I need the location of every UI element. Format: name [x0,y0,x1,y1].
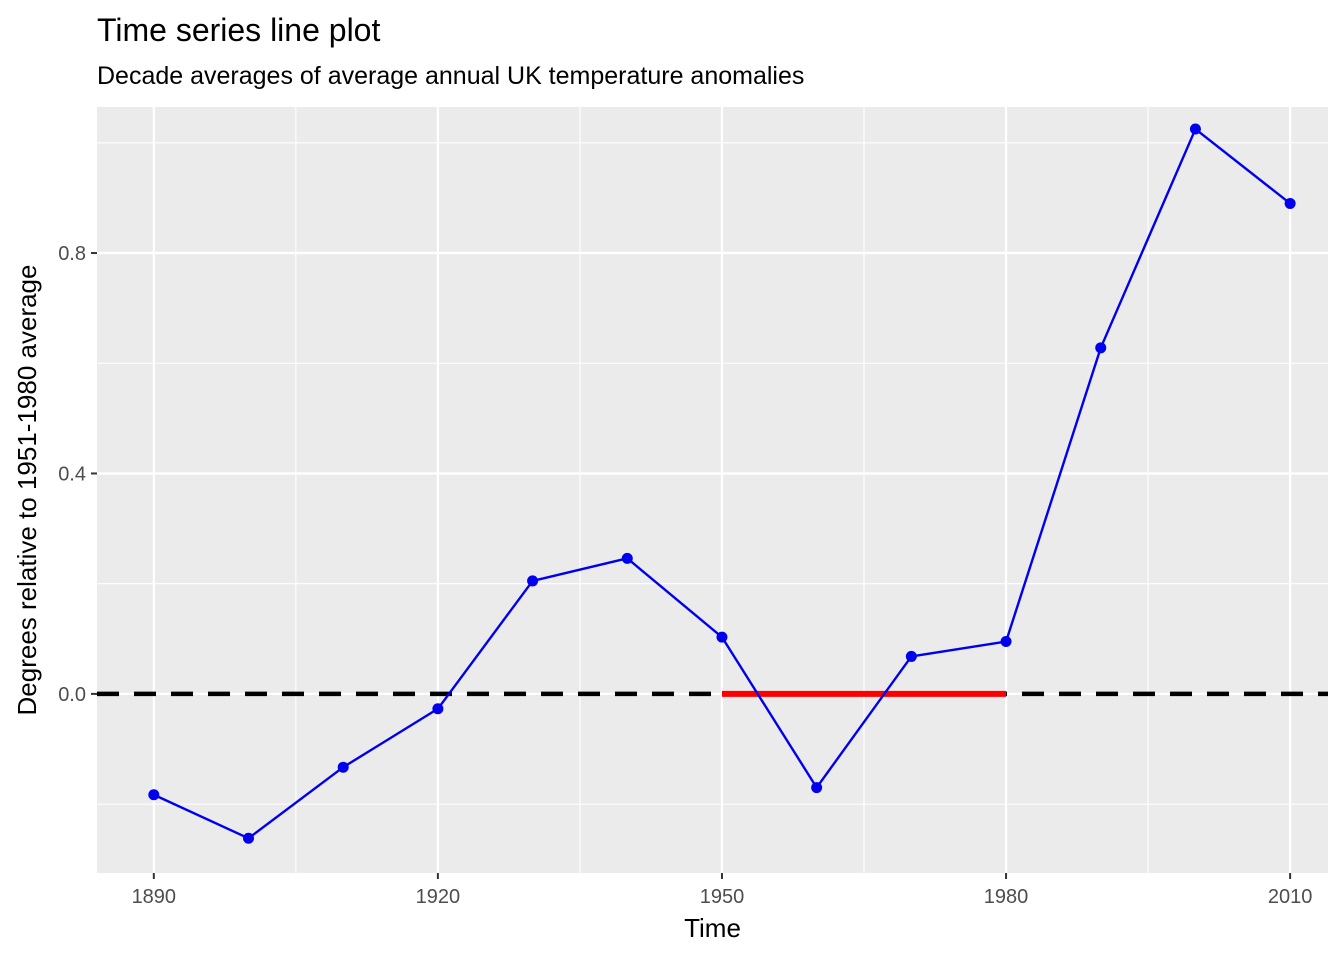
y-axis-title: Degrees relative to 1951-1980 average [12,265,42,716]
data-point [1095,342,1107,354]
x-tick-label: 1920 [416,886,461,908]
data-point [811,782,823,794]
minor-gridlines [97,107,1328,873]
data-point [1284,197,1296,209]
chart-subtitle: Decade averages of average annual UK tem… [97,62,804,90]
data-point [621,552,633,564]
plot-panel [97,107,1328,873]
data-point [905,650,917,662]
y-tick-label: 0.0 [58,684,86,706]
data-point [716,631,728,643]
data-point [148,789,160,801]
x-tick-label: 1950 [700,886,745,908]
x-axis-title: Time [684,913,741,943]
data-point [432,703,444,715]
y-tick-label: 0.4 [58,463,86,485]
data-point [1000,636,1012,648]
x-tick-label: 1980 [984,886,1029,908]
data-point [337,761,349,773]
axes: 1890 1920 1950 1980 2010 0.0 0.4 0.8 [58,243,1312,908]
chart-title: Time series line plot [97,12,380,48]
chart-marks [97,123,1328,844]
data-point [1189,123,1201,135]
x-tick-label: 1890 [132,886,177,908]
data-point [243,832,255,844]
y-tick-label: 0.8 [58,243,86,265]
x-tick-label: 2010 [1268,886,1313,908]
data-point [527,575,539,587]
